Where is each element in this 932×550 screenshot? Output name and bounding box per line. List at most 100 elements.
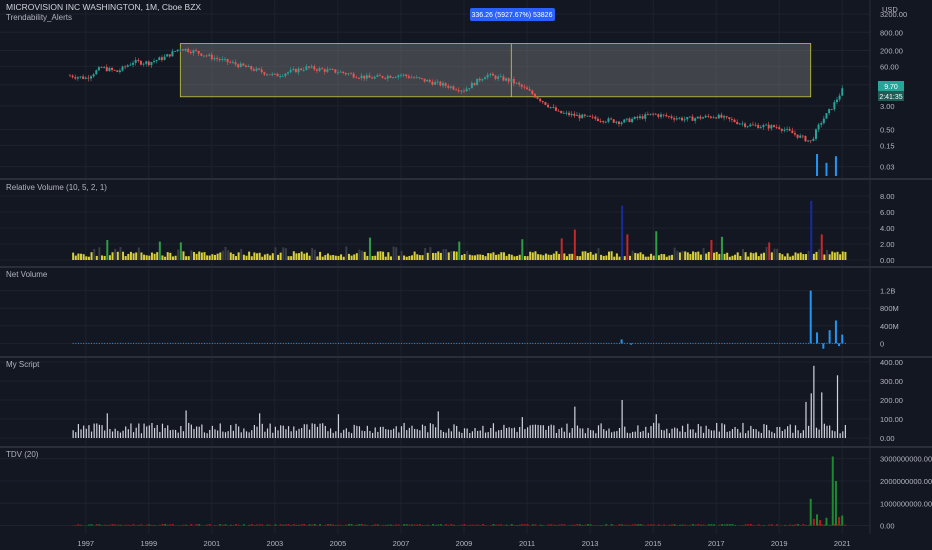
- relative-volume-bar: [615, 253, 618, 260]
- net-volume-dot: [83, 342, 85, 344]
- my-script-bar: [805, 401, 807, 438]
- tdv-bar: [836, 524, 839, 526]
- my-script-bar: [668, 433, 671, 438]
- relative-volume-bar: [479, 254, 482, 260]
- candle-body: [549, 106, 552, 108]
- net-volume-dot: [521, 342, 523, 344]
- tdv-bar: [439, 524, 442, 526]
- candle-body: [447, 85, 450, 88]
- my-script-bar: [161, 423, 164, 438]
- net-volume-dot: [217, 342, 219, 344]
- candle-body: [315, 69, 318, 71]
- candle-body: [90, 76, 93, 79]
- candle-body: [751, 124, 754, 126]
- net-volume-bar: [620, 339, 623, 344]
- net-volume-dot: [214, 342, 216, 344]
- relative-volume-bar: [245, 255, 248, 260]
- tdv-bar: [484, 524, 487, 526]
- relative-volume-bar: [403, 255, 406, 260]
- candle-body: [237, 64, 240, 68]
- net-volume-dot: [629, 342, 631, 344]
- my-script-bar: [645, 426, 647, 438]
- my-script-bar: [537, 424, 539, 438]
- relative-volume-bar: [826, 249, 829, 260]
- candle-body: [397, 75, 400, 78]
- relative-volume-bar: [655, 231, 658, 260]
- relative-volume-bar: [150, 252, 153, 260]
- net-volume-dot: [773, 342, 775, 344]
- tdv-bar: [313, 524, 316, 526]
- tdv-bar: [363, 524, 366, 526]
- net-volume-dot: [285, 342, 287, 344]
- net-volume-dot: [211, 342, 213, 344]
- net-volume-dot: [445, 342, 447, 344]
- tdv-bar: [258, 524, 261, 526]
- net-volume-dot: [382, 342, 384, 344]
- candle-body: [113, 69, 116, 71]
- my-script-bar: [274, 426, 277, 438]
- net-volume-dot: [185, 342, 187, 344]
- candle-body: [402, 74, 405, 76]
- my-script-bar: [85, 428, 87, 438]
- candle-body: [489, 73, 492, 75]
- candle-body: [788, 128, 791, 131]
- net-volume-dot: [106, 342, 108, 344]
- tdv-bar: [389, 524, 392, 526]
- relative-volume-bar: [135, 252, 138, 260]
- my-script-bar: [477, 430, 479, 438]
- tdv-title: TDV (20): [6, 450, 39, 459]
- net-volume-dot: [781, 342, 783, 344]
- my-script-bar: [119, 432, 122, 438]
- tdv-bar: [242, 524, 245, 526]
- relative-volume-bar: [783, 256, 786, 260]
- relative-volume-bar: [174, 255, 177, 260]
- x-tick-label: 2013: [582, 539, 599, 548]
- my-script-bar: [264, 431, 266, 438]
- tdv-bar: [820, 524, 823, 526]
- candle-body: [799, 135, 802, 138]
- my-script-bar: [823, 423, 825, 438]
- my-script-bar: [93, 423, 95, 438]
- net-volume-dot: [377, 342, 379, 344]
- relative-volume-bar: [211, 254, 214, 260]
- tdv-bar: [347, 524, 350, 526]
- relative-volume-bar: [828, 254, 831, 260]
- candle-body: [730, 119, 733, 120]
- tdv-bar: [232, 524, 235, 526]
- candle-body: [717, 114, 720, 119]
- net-volume-dot: [682, 342, 684, 344]
- my-script-bar: [558, 429, 560, 438]
- net-volume-dot: [792, 342, 794, 344]
- tdv-bar: [579, 524, 582, 526]
- candle-body: [111, 68, 114, 70]
- my-script-bar: [671, 428, 673, 438]
- net-volume-dot: [571, 342, 573, 344]
- tdv-bar: [358, 524, 361, 526]
- candle-body: [484, 77, 487, 80]
- candle-body: [463, 90, 465, 92]
- relative-volume-bar: [807, 250, 810, 260]
- candle-body: [82, 76, 85, 79]
- tdv-bar: [421, 525, 424, 526]
- my-script-bar: [590, 430, 592, 438]
- candle-body: [728, 117, 731, 120]
- net-volume-dot: [127, 342, 129, 344]
- candle-body: [617, 121, 620, 125]
- net-volume-dot: [267, 342, 269, 344]
- my-script-bar: [658, 423, 660, 438]
- tdv-bar: [90, 524, 93, 526]
- my-script-bar: [516, 431, 518, 438]
- candle-body: [554, 107, 557, 111]
- candle-body: [646, 114, 649, 116]
- net-volume-dot: [718, 342, 720, 344]
- relative-volume-bar: [823, 254, 826, 260]
- x-tick-label: 2021: [834, 539, 851, 548]
- net-volume-dot: [479, 342, 481, 344]
- relative-volume-bar: [481, 254, 484, 260]
- my-script-bar: [174, 429, 177, 438]
- net-volume-dot: [542, 342, 544, 344]
- candle-body: [772, 125, 775, 128]
- tdv-bar: [605, 524, 608, 526]
- net-volume-dot: [823, 342, 825, 344]
